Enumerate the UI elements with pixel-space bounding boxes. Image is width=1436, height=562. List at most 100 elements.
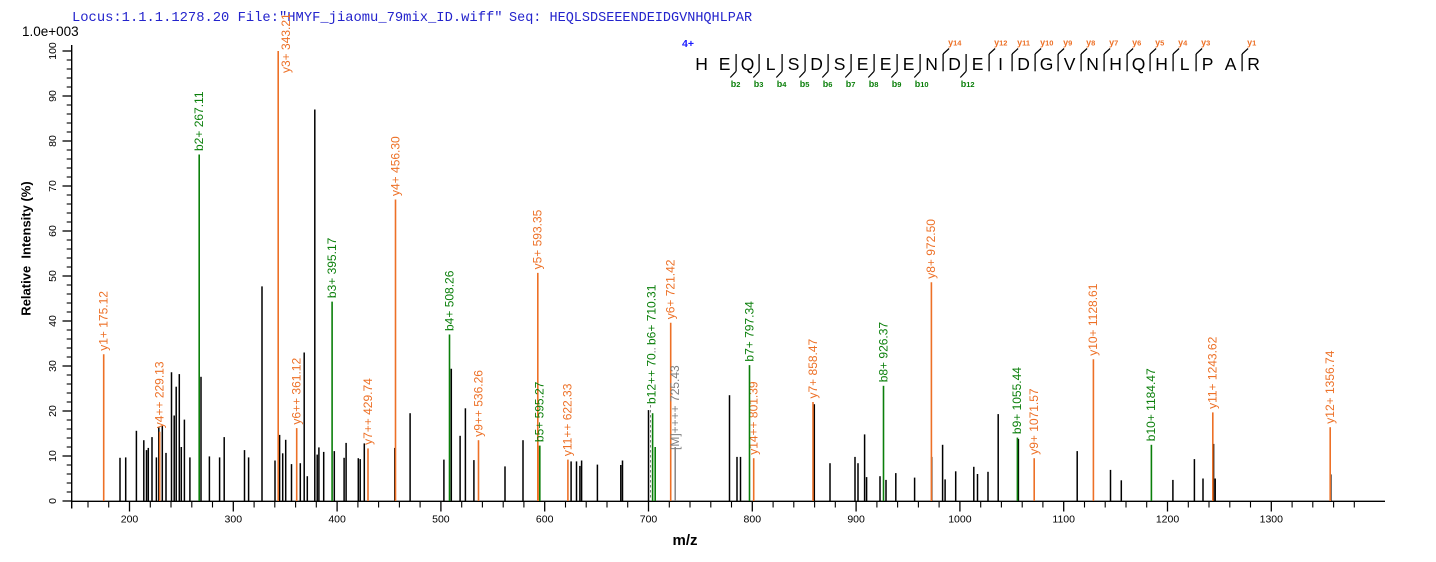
- svg-text:Seq: HEQLSDSEEENDEIDGVNHQHLPAR: Seq: HEQLSDSEEENDEIDGVNHQHLPAR: [509, 11, 752, 26]
- svg-text:b10: b10: [915, 79, 929, 89]
- svg-text:4+: 4+: [682, 38, 694, 50]
- svg-text:b10+ 1184.47: b10+ 1184.47: [1144, 368, 1158, 441]
- svg-text:R: R: [1247, 54, 1260, 74]
- svg-text:40: 40: [47, 315, 59, 327]
- svg-text:1100: 1100: [1052, 514, 1075, 526]
- svg-text:y11: y11: [1017, 37, 1030, 47]
- svg-text:G: G: [1040, 54, 1054, 74]
- svg-text:200: 200: [121, 514, 139, 526]
- svg-text:b2: b2: [731, 79, 741, 89]
- svg-text:400: 400: [328, 514, 346, 526]
- svg-text:y5+ 593.35: y5+ 593.35: [531, 209, 545, 269]
- svg-text:900: 900: [847, 514, 865, 526]
- svg-text:I: I: [998, 54, 1003, 74]
- svg-text:E: E: [972, 54, 984, 74]
- svg-text:b12: b12: [961, 79, 975, 89]
- svg-text:H: H: [1155, 54, 1168, 74]
- svg-text:Relative Intensity (%): Relative Intensity (%): [19, 181, 34, 315]
- svg-text:50: 50: [47, 270, 59, 282]
- svg-text:y1: y1: [1247, 37, 1256, 47]
- svg-text:0: 0: [47, 498, 59, 504]
- svg-text:y7: y7: [1109, 37, 1118, 47]
- svg-text:20: 20: [47, 405, 59, 417]
- svg-text:b3: b3: [754, 79, 764, 89]
- svg-text:y8: y8: [1086, 37, 1095, 47]
- svg-text:Q: Q: [741, 54, 755, 74]
- svg-text:1200: 1200: [1156, 514, 1180, 526]
- svg-text:y3: y3: [1201, 37, 1210, 47]
- svg-text:E: E: [719, 54, 731, 74]
- svg-text:700: 700: [640, 514, 658, 526]
- svg-text:V: V: [1064, 54, 1076, 74]
- svg-text:b9: b9: [892, 79, 902, 89]
- svg-text:y7+ 858.47: y7+ 858.47: [806, 338, 820, 398]
- svg-text:b5+ 595.27: b5+ 595.27: [533, 381, 547, 442]
- svg-text:L: L: [766, 54, 776, 74]
- svg-text:y10: y10: [1040, 37, 1053, 47]
- svg-text:D: D: [948, 54, 961, 74]
- svg-text:H: H: [1109, 54, 1122, 74]
- svg-text:b7+ 797.34: b7+ 797.34: [742, 301, 756, 362]
- svg-text:[M]++++ 725.43: [M]++++ 725.43: [668, 365, 682, 450]
- svg-text:600: 600: [536, 514, 554, 526]
- svg-text:Locus:1.1.1.1278.20 File:"HMYF: Locus:1.1.1.1278.20 File:"HMYF_jiaomu_79…: [72, 10, 503, 26]
- svg-text:b6: b6: [823, 79, 833, 89]
- svg-text:800: 800: [744, 514, 762, 526]
- svg-text:E: E: [903, 54, 915, 74]
- svg-text:y14++ 801.39: y14++ 801.39: [747, 381, 761, 455]
- svg-text:y9: y9: [1063, 37, 1072, 47]
- svg-text:A: A: [1225, 54, 1237, 74]
- svg-text:H: H: [695, 54, 708, 74]
- svg-text:b4: b4: [777, 79, 788, 89]
- svg-text:70: 70: [47, 180, 59, 192]
- svg-text:b5: b5: [800, 79, 810, 89]
- svg-text:N: N: [925, 54, 938, 74]
- svg-text:D: D: [810, 54, 823, 74]
- svg-text:b8+ 926.37: b8+ 926.37: [876, 322, 890, 383]
- svg-text:500: 500: [432, 514, 450, 526]
- svg-text:y8+ 972.50: y8+ 972.50: [924, 219, 938, 279]
- svg-text:60: 60: [47, 225, 59, 237]
- svg-text:90: 90: [47, 90, 59, 102]
- svg-text:y4+ 456.30: y4+ 456.30: [388, 136, 402, 196]
- svg-text:y6: y6: [1132, 37, 1141, 47]
- svg-text:y7++ 429.74: y7++ 429.74: [361, 378, 375, 445]
- svg-text:m/z: m/z: [672, 532, 697, 549]
- svg-text:E: E: [857, 54, 869, 74]
- svg-text:1.0e+003: 1.0e+003: [22, 24, 79, 39]
- svg-text:b3+ 395.17: b3+ 395.17: [325, 237, 339, 298]
- svg-text:10: 10: [47, 450, 59, 462]
- svg-text:y3+ 343.21: y3+ 343.21: [279, 13, 293, 73]
- svg-text:N: N: [1086, 54, 1099, 74]
- svg-text:1000: 1000: [948, 514, 972, 526]
- svg-text:b7: b7: [846, 79, 856, 89]
- svg-text:y4++ 229.13: y4++ 229.13: [153, 361, 167, 428]
- svg-text:P: P: [1202, 54, 1214, 74]
- svg-text:b2+ 267.11: b2+ 267.11: [192, 91, 206, 151]
- svg-text:y11++ 622.33: y11++ 622.33: [561, 383, 575, 456]
- svg-text:y9+ 1071.57: y9+ 1071.57: [1027, 388, 1041, 455]
- svg-text:80: 80: [47, 135, 59, 147]
- svg-text:y11+ 1243.62: y11+ 1243.62: [1206, 336, 1220, 409]
- svg-text:y1+ 175.12: y1+ 175.12: [97, 291, 111, 351]
- svg-text:y12: y12: [994, 37, 1007, 47]
- svg-text:b6+ 710.31: b6+ 710.31: [644, 284, 658, 345]
- svg-text:b8: b8: [869, 79, 879, 89]
- svg-text:y10+ 1128.61: y10+ 1128.61: [1086, 283, 1100, 356]
- svg-text:y6++ 361.12: y6++ 361.12: [290, 358, 304, 425]
- svg-text:y4: y4: [1178, 37, 1188, 47]
- svg-text:E: E: [880, 54, 892, 74]
- svg-text:y6+ 721.42: y6+ 721.42: [664, 259, 678, 319]
- svg-text:100: 100: [47, 42, 59, 60]
- svg-text:S: S: [788, 54, 800, 74]
- svg-text:y14: y14: [948, 37, 962, 47]
- svg-text:S: S: [834, 54, 846, 74]
- svg-text:300: 300: [225, 514, 243, 526]
- svg-text:Q: Q: [1132, 54, 1146, 74]
- svg-text:b9+ 1055.44: b9+ 1055.44: [1010, 367, 1024, 434]
- svg-text:1300: 1300: [1260, 514, 1284, 526]
- svg-text:b12++ 70: b12++ 70: [644, 353, 658, 404]
- svg-text:D: D: [1017, 54, 1030, 74]
- svg-text:y12+ 1356.74: y12+ 1356.74: [1323, 350, 1337, 423]
- svg-text:L: L: [1180, 54, 1190, 74]
